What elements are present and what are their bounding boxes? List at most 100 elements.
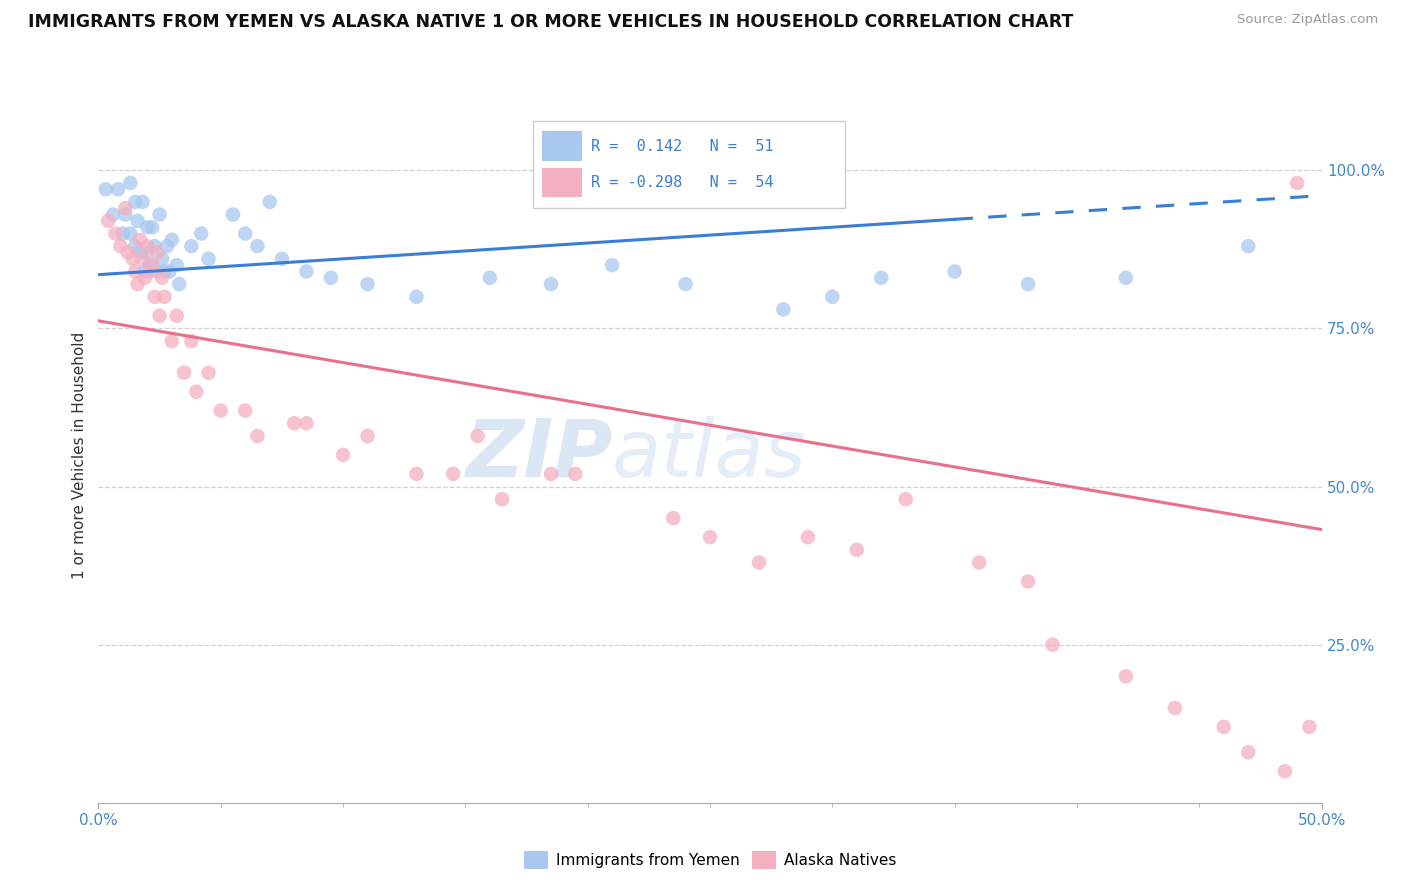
- Text: atlas: atlas: [612, 416, 807, 494]
- Point: [131, 252, 153, 266]
- Point: [845, 542, 868, 557]
- Text: R = -0.298   N =  54: R = -0.298 N = 54: [592, 175, 773, 190]
- Point: [150, 252, 173, 266]
- Legend: Immigrants from Yemen, Alaska Natives: Immigrants from Yemen, Alaska Natives: [517, 846, 903, 875]
- Point: [186, 384, 208, 399]
- Point: [441, 467, 464, 481]
- Point: [150, 270, 173, 285]
- Point: [180, 334, 202, 348]
- Point: [141, 220, 163, 235]
- Point: [114, 201, 136, 215]
- Point: [160, 334, 183, 348]
- Text: ZIP: ZIP: [465, 416, 612, 494]
- Point: [149, 208, 172, 222]
- Point: [153, 290, 176, 304]
- Point: [1115, 669, 1137, 683]
- Point: [1042, 638, 1064, 652]
- Point: [136, 239, 159, 253]
- Point: [870, 270, 893, 285]
- Point: [233, 403, 256, 417]
- Text: Source: ZipAtlas.com: Source: ZipAtlas.com: [1237, 13, 1378, 27]
- Point: [146, 245, 169, 260]
- Point: [143, 290, 166, 304]
- Point: [209, 403, 232, 417]
- Point: [1164, 701, 1187, 715]
- Point: [1237, 745, 1260, 759]
- Point: [967, 556, 990, 570]
- Point: [1115, 270, 1137, 285]
- Point: [127, 214, 149, 228]
- Point: [467, 429, 489, 443]
- Point: [319, 270, 342, 285]
- Point: [134, 264, 156, 278]
- Point: [332, 448, 354, 462]
- Point: [127, 277, 149, 292]
- Point: [117, 245, 139, 260]
- Text: R =  0.142   N =  51: R = 0.142 N = 51: [592, 138, 773, 153]
- Point: [120, 227, 142, 241]
- Point: [222, 208, 245, 222]
- Point: [173, 366, 195, 380]
- Point: [405, 290, 427, 304]
- Point: [1017, 277, 1039, 292]
- Point: [478, 270, 501, 285]
- Point: [356, 277, 378, 292]
- Point: [167, 277, 190, 292]
- Point: [405, 467, 427, 481]
- Point: [139, 264, 162, 278]
- Point: [797, 530, 820, 544]
- Point: [246, 239, 269, 253]
- Point: [540, 467, 562, 481]
- Text: IMMIGRANTS FROM YEMEN VS ALASKA NATIVE 1 OR MORE VEHICLES IN HOUSEHOLD CORRELATI: IMMIGRANTS FROM YEMEN VS ALASKA NATIVE 1…: [28, 13, 1074, 31]
- Point: [1017, 574, 1039, 589]
- Point: [143, 239, 166, 253]
- Point: [894, 492, 917, 507]
- FancyBboxPatch shape: [533, 121, 845, 208]
- Point: [97, 214, 120, 228]
- Point: [748, 556, 770, 570]
- Point: [270, 252, 294, 266]
- Point: [139, 258, 162, 272]
- Point: [156, 239, 179, 253]
- Point: [283, 417, 305, 431]
- Point: [146, 264, 169, 278]
- Point: [124, 194, 146, 209]
- Point: [129, 245, 152, 260]
- Point: [124, 264, 146, 278]
- Point: [356, 429, 378, 443]
- FancyBboxPatch shape: [543, 131, 582, 161]
- Point: [111, 227, 134, 241]
- Point: [197, 252, 219, 266]
- Point: [821, 290, 844, 304]
- Point: [943, 264, 966, 278]
- Point: [295, 264, 318, 278]
- Point: [662, 511, 685, 525]
- Point: [134, 270, 156, 285]
- Point: [1286, 176, 1309, 190]
- Point: [101, 208, 124, 222]
- Point: [491, 492, 513, 507]
- Y-axis label: 1 or more Vehicles in Household: 1 or more Vehicles in Household: [72, 331, 87, 579]
- Point: [94, 182, 117, 196]
- Point: [180, 239, 202, 253]
- Point: [141, 258, 163, 272]
- Point: [259, 194, 281, 209]
- Point: [121, 252, 143, 266]
- FancyBboxPatch shape: [543, 168, 582, 197]
- Point: [699, 530, 721, 544]
- Point: [564, 467, 586, 481]
- Point: [157, 264, 180, 278]
- Point: [1298, 720, 1320, 734]
- Point: [166, 258, 188, 272]
- Point: [149, 309, 172, 323]
- Point: [233, 227, 256, 241]
- Point: [675, 277, 697, 292]
- Point: [136, 245, 159, 260]
- Point: [1237, 239, 1260, 253]
- Point: [190, 227, 212, 241]
- Point: [153, 264, 176, 278]
- Point: [114, 208, 136, 222]
- Point: [1274, 764, 1296, 779]
- Point: [600, 258, 623, 272]
- Point: [197, 366, 219, 380]
